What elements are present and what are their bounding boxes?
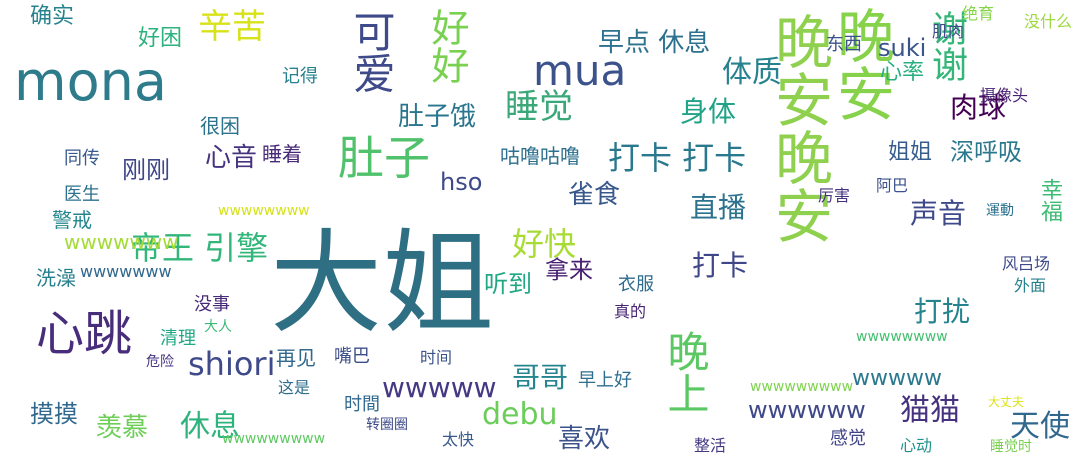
word-cloud-word: 肌肉 xyxy=(932,22,965,41)
word-cloud-word: 哥哥 xyxy=(512,361,569,394)
word-cloud-word: 直播 xyxy=(690,191,747,224)
word-cloud-word: mona xyxy=(14,50,167,113)
word-cloud-word: 帝王 引擎 xyxy=(130,229,269,267)
word-cloud-word: wwwwwwwww xyxy=(222,431,326,447)
word-cloud-word: 好困 xyxy=(138,26,183,51)
word-cloud-word: 睡觉 xyxy=(505,87,573,127)
word-cloud-word: mua xyxy=(533,46,627,95)
word-cloud-word: 咕噜咕噜 xyxy=(500,144,580,168)
word-cloud-word: 休息 xyxy=(180,409,240,444)
word-cloud-word: suki xyxy=(878,34,927,62)
word-cloud-word: 喜欢 xyxy=(558,424,611,454)
word-cloud-word: 大丈夫 xyxy=(988,395,1025,409)
word-cloud-word: shiori xyxy=(188,345,276,383)
word-cloud-word: 摸摸 xyxy=(30,400,78,428)
word-cloud-word: 姐姐 xyxy=(888,140,933,165)
word-cloud-word: 大人 xyxy=(204,319,232,335)
word-cloud-word: 摄像头 xyxy=(980,86,1029,105)
word-cloud-word: 转圈圈 xyxy=(366,417,408,433)
word-cloud-word: 心率 xyxy=(880,60,925,85)
word-cloud-word: 早上好 xyxy=(578,370,632,391)
word-cloud-word: 记得 xyxy=(282,66,318,87)
word-cloud-word: 洗澡 xyxy=(36,266,76,290)
word-cloud-word: 危险 xyxy=(146,354,174,370)
word-cloud-word: wwwww xyxy=(852,366,942,391)
word-cloud-word: 幸福 xyxy=(1037,178,1062,222)
word-cloud-word: wwwwwwww xyxy=(856,329,948,345)
word-cloud-word: 可爱 xyxy=(347,10,396,94)
word-cloud-word: 很困 xyxy=(200,114,240,138)
word-cloud-word: 早点 休息 xyxy=(598,28,711,58)
word-cloud-word: 心音 xyxy=(205,143,258,173)
word-cloud-word: 心动 xyxy=(900,436,933,455)
word-cloud-word: 猫猫 xyxy=(900,393,960,428)
word-cloud-word: 太快 xyxy=(442,430,475,449)
word-cloud-word: 再见 xyxy=(276,346,316,370)
word-cloud-word: wwwwwww xyxy=(80,262,172,281)
word-cloud-word: 打扰 xyxy=(914,295,971,328)
word-cloud-word: 好快 xyxy=(512,225,577,263)
word-cloud-word: 听到 xyxy=(484,270,532,298)
word-cloud-word: 风吕场 xyxy=(1002,254,1051,273)
word-cloud-word: 肚子饿 xyxy=(398,102,477,132)
word-cloud-word: 雀食 xyxy=(568,180,621,210)
word-cloud-word: 没什么 xyxy=(1024,12,1073,31)
word-cloud-word: 阿巴 xyxy=(876,176,909,195)
word-cloud-word: 声音 xyxy=(910,197,967,230)
word-cloud-word: debu xyxy=(482,397,558,432)
word-cloud-word: 肉球 xyxy=(950,91,1007,124)
word-cloud-word: hso xyxy=(440,168,483,196)
word-cloud-word: 身体 xyxy=(680,95,737,128)
word-cloud-word: 天使 xyxy=(1010,409,1070,444)
word-cloud-word: 真的 xyxy=(614,302,647,321)
word-cloud-word: 深呼吸 xyxy=(950,138,1022,166)
word-cloud-word: 羡慕 xyxy=(96,413,149,443)
word-cloud-word: 没事 xyxy=(194,294,230,315)
word-cloud-word: 晚安 xyxy=(827,6,895,122)
word-cloud-word: wwwwwwww xyxy=(218,203,310,219)
word-cloud-word: 这是 xyxy=(278,378,311,397)
word-cloud-word: 刚刚 xyxy=(122,156,170,184)
word-cloud-word: 医生 xyxy=(64,184,100,205)
word-cloud-word: 体质 xyxy=(722,55,782,90)
word-cloud-word: wwwwwwwww xyxy=(750,379,854,395)
word-cloud-word: 确实 xyxy=(30,4,75,29)
word-cloud-word: 衣服 xyxy=(618,274,654,295)
word-cloud-word: 大姐 xyxy=(270,219,494,349)
word-cloud-word: 绝育 xyxy=(962,4,995,23)
word-cloud-word: 好好 xyxy=(425,8,469,84)
word-cloud-word: 整活 xyxy=(694,436,727,455)
word-cloud-word: 外面 xyxy=(1014,276,1047,295)
word-cloud-word: 晚上 xyxy=(661,330,710,414)
word-cloud-word: 辛苦 xyxy=(198,7,266,47)
word-cloud-word: 警戒 xyxy=(52,208,92,232)
word-cloud-word: 东西 xyxy=(826,34,862,55)
word-cloud-word: 睡觉时 xyxy=(990,439,1032,455)
word-cloud-word: 嘴巴 xyxy=(334,346,370,367)
word-cloud-word: 心跳 xyxy=(36,306,133,362)
word-cloud-word: 打卡 xyxy=(692,249,749,282)
word-cloud-word: 时间 xyxy=(420,348,453,367)
word-cloud-word: wwwwww xyxy=(748,396,866,424)
word-cloud-word: 清理 xyxy=(160,328,196,349)
word-cloud-word: 打卡 打卡 xyxy=(608,139,747,177)
word-cloud-word: 时間 xyxy=(344,394,380,415)
word-cloud-word: 感觉 xyxy=(830,428,866,449)
word-cloud-word: 晚安晚安 xyxy=(765,12,833,244)
word-cloud-word: 谢谢 xyxy=(926,10,967,82)
word-cloud-word: 同传 xyxy=(64,148,100,169)
word-cloud-word: 睡着 xyxy=(262,142,302,166)
word-cloud-word: 厉害 xyxy=(818,186,851,205)
word-cloud-word: wwwwwww xyxy=(64,230,179,254)
word-cloud-word: 運動 xyxy=(986,203,1014,219)
word-cloud-word: 肚子 xyxy=(338,131,430,185)
word-cloud-word: wwwww xyxy=(382,371,497,404)
word-cloud-word: 拿来 xyxy=(545,256,593,284)
